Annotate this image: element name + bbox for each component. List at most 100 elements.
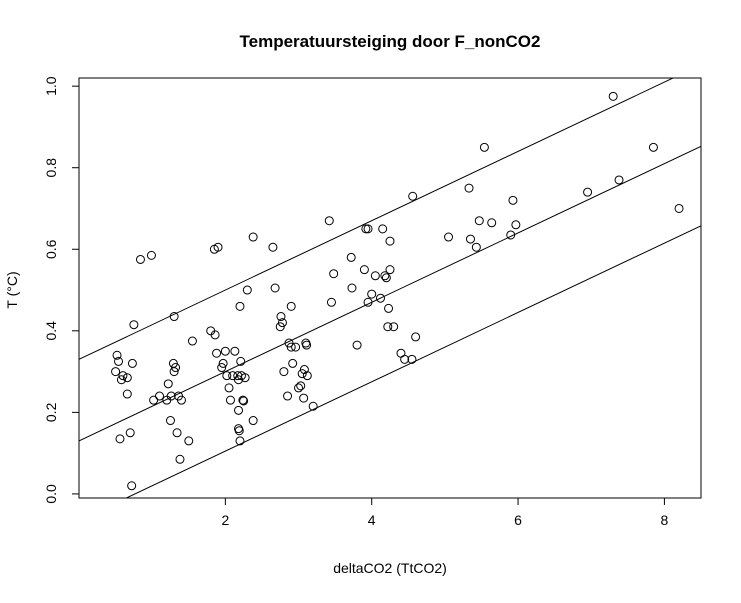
data-point [235, 301, 245, 311]
data-point [176, 395, 186, 405]
data-point [238, 395, 248, 405]
data-point [239, 396, 249, 406]
data-point [270, 283, 280, 293]
data-points [111, 91, 684, 491]
data-point [352, 340, 362, 350]
x-tick-label: 2 [221, 512, 229, 528]
data-point [408, 191, 418, 201]
data-point [154, 391, 164, 401]
data-point [220, 346, 230, 356]
data-point [506, 230, 516, 240]
regression-lines [79, 78, 701, 498]
data-point [389, 322, 399, 332]
data-point [212, 348, 222, 358]
x-tick-label: 4 [368, 512, 376, 528]
data-point [288, 358, 298, 368]
data-point [165, 416, 175, 426]
data-point [329, 269, 339, 279]
data-point [248, 232, 258, 242]
data-point [474, 216, 484, 226]
regression-line [79, 78, 675, 360]
data-point [112, 350, 122, 360]
data-point [276, 312, 286, 322]
y-tick-label: 0.6 [43, 239, 59, 259]
regression-line [125, 225, 701, 498]
data-point [240, 373, 250, 383]
data-point [218, 358, 228, 368]
data-point [217, 363, 227, 373]
data-point [326, 297, 336, 307]
data-point [172, 428, 182, 438]
data-point [363, 224, 373, 234]
data-point [359, 265, 369, 275]
y-tick-label: 0.4 [43, 321, 59, 341]
data-point [118, 371, 128, 381]
data-point [465, 234, 475, 244]
data-point [277, 318, 287, 328]
data-point [385, 236, 395, 246]
x-tick-label: 6 [514, 512, 522, 528]
data-point [116, 375, 126, 385]
data-point [674, 203, 684, 213]
data-point [296, 381, 306, 391]
data-point [380, 271, 390, 281]
data-point [381, 273, 391, 283]
data-point [444, 232, 454, 242]
chart-title: Temperatuursteiging door F_nonCO2 [240, 32, 541, 51]
data-point [375, 293, 385, 303]
data-point [583, 187, 593, 197]
y-tick-label: 1.0 [43, 76, 59, 96]
data-point [511, 220, 521, 230]
data-point [648, 142, 658, 152]
data-point [347, 283, 357, 293]
data-point [363, 297, 373, 307]
data-point [213, 242, 223, 252]
plot-frame [78, 77, 702, 499]
data-point [346, 252, 356, 262]
y-tick-label: 0.8 [43, 158, 59, 178]
data-point [299, 393, 309, 403]
data-point [122, 389, 132, 399]
data-point [361, 224, 371, 234]
data-point [324, 216, 334, 226]
data-point [236, 356, 246, 366]
data-point [291, 342, 301, 352]
x-axis: 2 4 6 8 [221, 498, 669, 528]
data-point [169, 367, 179, 377]
data-point [286, 342, 296, 352]
y-axis: 0.0 0.2 0.4 0.6 0.8 1.0 [43, 76, 79, 504]
y-axis-label: T (°C) [4, 271, 20, 308]
data-point [242, 285, 252, 295]
data-point [222, 371, 232, 381]
data-point [127, 358, 137, 368]
y-tick-label: 0.2 [43, 402, 59, 422]
data-point [115, 434, 125, 444]
data-point [286, 301, 296, 311]
data-point [299, 365, 309, 375]
data-point [230, 346, 240, 356]
x-axis-label: deltaCO2 (TtCO2) [333, 560, 447, 576]
data-point [268, 242, 278, 252]
data-point [487, 218, 497, 228]
data-point [367, 289, 377, 299]
x-tick-label: 8 [661, 512, 669, 528]
data-point [383, 322, 393, 332]
data-point [248, 416, 258, 426]
data-point [283, 391, 293, 401]
data-point [385, 265, 395, 275]
data-point [378, 224, 388, 234]
data-point [400, 354, 410, 364]
data-point [171, 363, 181, 373]
data-point [396, 348, 406, 358]
data-point [146, 250, 156, 260]
data-point [614, 175, 624, 185]
data-point [279, 367, 289, 377]
data-point [508, 195, 518, 205]
data-point [234, 405, 244, 415]
data-point [114, 356, 124, 366]
data-point [127, 481, 137, 491]
data-point [149, 395, 159, 405]
data-point [234, 426, 244, 436]
data-point [235, 436, 245, 446]
